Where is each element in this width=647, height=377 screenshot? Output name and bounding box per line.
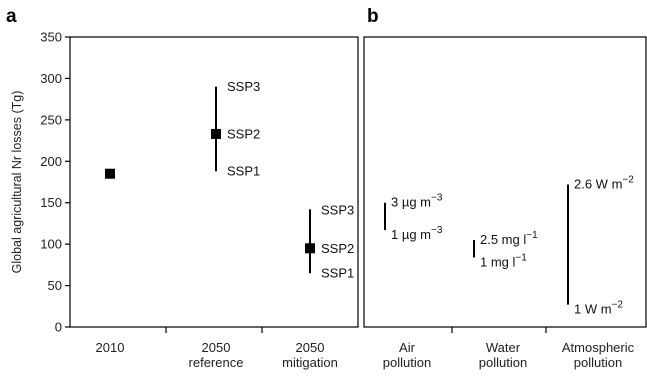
range-low-label: 1 mg l−1 — [480, 252, 527, 269]
y-tick-label: 200 — [40, 154, 62, 169]
x-category-label: 2010 — [96, 340, 125, 355]
ssp-label: SSP2 — [227, 126, 260, 141]
range-low-label-text: 1 W m — [574, 302, 612, 317]
range-low-label-exponent: −3 — [431, 225, 443, 236]
x-category-label: Water — [486, 340, 521, 355]
range-high-label: 3 µg m−3 — [391, 193, 443, 210]
y-tick-label: 350 — [40, 30, 62, 45]
range-low-label-text: 1 mg l — [480, 254, 516, 269]
range-high-label-text: 2.6 W m — [574, 176, 622, 191]
x-category-label: pollution — [383, 355, 431, 370]
ssp-label: SSP3 — [321, 203, 354, 218]
range-low-label-text: 1 µg m — [391, 227, 431, 242]
y-tick-label: 0 — [55, 320, 62, 335]
panel-a-frame — [69, 36, 359, 328]
range-low-label-exponent: −2 — [612, 300, 624, 311]
panel-a: a 0 50 100 150 200 250 300 350 Global agricultura… — [6, 6, 359, 370]
x-category-label: 2050 — [296, 340, 325, 355]
panel-b: bAirpollutionWaterpollutionAtmosphericpo… — [363, 6, 647, 370]
x-category-label: 2050 — [202, 340, 231, 355]
range-high-label: 2.5 mg l−1 — [480, 230, 538, 247]
y-tick-label: 100 — [40, 237, 62, 252]
range-high-label: 2.6 W m−2 — [574, 174, 634, 191]
ssp-label: SSP1 — [321, 266, 354, 281]
x-category-label: Atmospheric — [562, 340, 635, 355]
panel-b-letter: b — [367, 6, 379, 27]
ssp-label: SSP1 — [227, 164, 260, 179]
range-high-label-text: 3 µg m — [391, 195, 431, 210]
x-category-label: reference — [189, 355, 244, 370]
ssp-label: SSP3 — [227, 79, 260, 94]
ssp-label: SSP2 — [321, 241, 354, 256]
x-category-label: mitigation — [282, 355, 338, 370]
range-low-label: 1 µg m−3 — [391, 225, 443, 242]
range-high-label-exponent: −3 — [431, 193, 443, 204]
data-point-marker — [305, 243, 315, 254]
y-axis-label: Global agricultural Nr losses (Tg) — [10, 91, 24, 274]
panel-b-frame — [363, 36, 647, 328]
panel-a-letter: a — [6, 6, 17, 27]
range-high-label-exponent: −2 — [622, 174, 634, 185]
data-point-marker — [211, 128, 221, 139]
range-high-label-exponent: −1 — [526, 230, 538, 241]
data-point-marker — [105, 168, 115, 179]
y-tick-label: 250 — [40, 112, 62, 127]
range-low-label: 1 W m−2 — [574, 300, 623, 317]
x-category-label: pollution — [479, 355, 527, 370]
range-low-label-exponent: −1 — [515, 252, 527, 263]
x-category-label: pollution — [574, 355, 622, 370]
y-tick-label: 300 — [40, 71, 62, 86]
x-category-label: Air — [399, 340, 416, 355]
y-tick-label: 50 — [48, 278, 62, 293]
range-high-label-text: 2.5 mg l — [480, 232, 526, 247]
y-tick-label: 150 — [40, 195, 62, 210]
